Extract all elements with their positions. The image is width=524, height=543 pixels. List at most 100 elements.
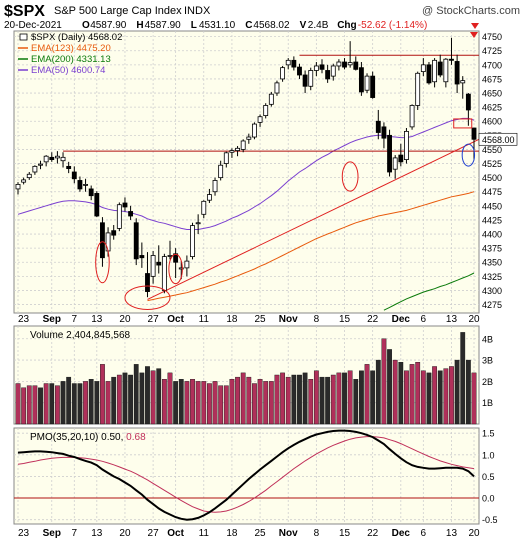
candle-body: [308, 70, 314, 87]
volume-bar: [116, 374, 122, 425]
quote-value: -52.62 (-1.14%): [358, 20, 427, 31]
volume-tick-label: 1B: [482, 398, 493, 408]
volume-bar: [460, 332, 466, 425]
candle-body: [43, 155, 49, 163]
x-tick-label-bottom: 23: [18, 528, 30, 539]
price-tick-label: 4475: [482, 187, 502, 197]
volume-bar: [128, 374, 133, 425]
candle-body: [173, 253, 179, 263]
volume-bar: [420, 370, 426, 425]
volume-bar: [404, 370, 409, 425]
price-candles: [15, 31, 480, 311]
candle-body: [128, 211, 134, 217]
volume-bar: [55, 385, 60, 425]
candle-body: [375, 120, 381, 133]
volume-bar: [336, 372, 342, 425]
volume-bar: [347, 370, 353, 425]
price-tick-label: 4425: [482, 215, 502, 225]
price-tick-label: 4375: [482, 244, 502, 254]
candle-body: [161, 256, 167, 291]
x-tick-label: 6: [421, 314, 427, 325]
candle-body: [206, 194, 212, 201]
volume-bar: [252, 383, 257, 425]
price-tick-label: 4350: [482, 258, 502, 268]
candle-body: [88, 188, 94, 197]
candle-body: [49, 156, 55, 160]
x-tick-label: 7: [72, 314, 78, 325]
x-tick-label: 15: [339, 314, 351, 325]
x-tick-label: 8: [314, 314, 320, 325]
price-marker-triangle: [470, 31, 478, 38]
quote-value: 4587.90: [145, 20, 182, 31]
candle-body: [342, 61, 347, 68]
volume-bar: [201, 381, 207, 425]
candle-body: [218, 164, 224, 179]
quote-label: L: [191, 20, 197, 31]
volume-tick-label: 4B: [482, 334, 493, 344]
volume-bar: [280, 372, 285, 425]
quote-label: H: [136, 20, 143, 31]
candle-body: [358, 67, 364, 93]
volume-bars: [15, 332, 477, 425]
x-tick-label-bottom: 6: [421, 528, 427, 539]
x-tick-label: Nov: [279, 314, 298, 325]
x-tick-label-bottom: 11: [199, 528, 210, 539]
candle-body: [392, 157, 398, 170]
price-tick-label: 4700: [482, 60, 502, 70]
x-tick-label: 25: [255, 314, 267, 325]
volume-bar: [353, 379, 359, 425]
volume-bar: [387, 349, 392, 425]
volume-bar: [246, 376, 252, 425]
candle-body: [437, 61, 443, 76]
candle-body: [330, 65, 336, 77]
volume-bar: [212, 381, 218, 425]
candle-body: [325, 70, 331, 80]
candle-body: [381, 126, 387, 139]
volume-bar: [66, 376, 72, 425]
candle-body: [184, 260, 190, 269]
quote-label: V: [300, 20, 307, 31]
x-tick-label-bottom: Nov: [279, 528, 298, 539]
volume-bar: [43, 383, 49, 425]
volume-bar: [32, 385, 38, 425]
candle-body: [370, 75, 376, 98]
candle-body: [465, 93, 471, 111]
x-tick-label: Dec: [392, 314, 411, 325]
price-tick-label: 4300: [482, 286, 502, 296]
volume-title: Volume 2,404,845,568: [30, 330, 131, 341]
x-tick-label: 13: [446, 314, 458, 325]
candle-body: [150, 255, 156, 277]
x-tick-label-bottom: 22: [367, 528, 379, 539]
candle-body: [404, 130, 409, 160]
volume-bar: [426, 372, 432, 425]
x-tick-label: 18: [226, 314, 238, 325]
candle-body: [263, 105, 269, 116]
x-tick-label-bottom: 8: [314, 528, 320, 539]
candle-body: [139, 255, 145, 259]
quote-value: 2.4B: [308, 20, 329, 31]
candle-body: [100, 222, 105, 259]
volume-tick-label: 3B: [482, 356, 493, 366]
candle-body: [415, 72, 421, 106]
x-tick-label-bottom: Oct: [167, 528, 184, 539]
grid-lines: [14, 31, 479, 524]
volume-bar: [437, 370, 443, 425]
pmo-label: PMO(35,20,10) 0.50,: [30, 432, 126, 443]
candle-body: [285, 59, 291, 66]
x-tick-label: 13: [91, 314, 103, 325]
legend-entry: EMA(200) 4331.13: [31, 54, 111, 65]
candle-body: [77, 180, 83, 190]
candle-body: [105, 232, 111, 252]
candle-body: [274, 82, 280, 94]
volume-bar: [94, 381, 100, 425]
quote-date: 20-Dec-2021: [4, 20, 62, 31]
candle-body: [454, 61, 460, 85]
volume-bar: [285, 376, 291, 425]
price-tick-label: 4750: [482, 32, 502, 42]
candle-body: [145, 273, 150, 292]
candle-body: [122, 202, 128, 208]
volume-bar: [26, 385, 32, 425]
candle-body: [302, 74, 308, 87]
volume-bar: [465, 359, 471, 425]
